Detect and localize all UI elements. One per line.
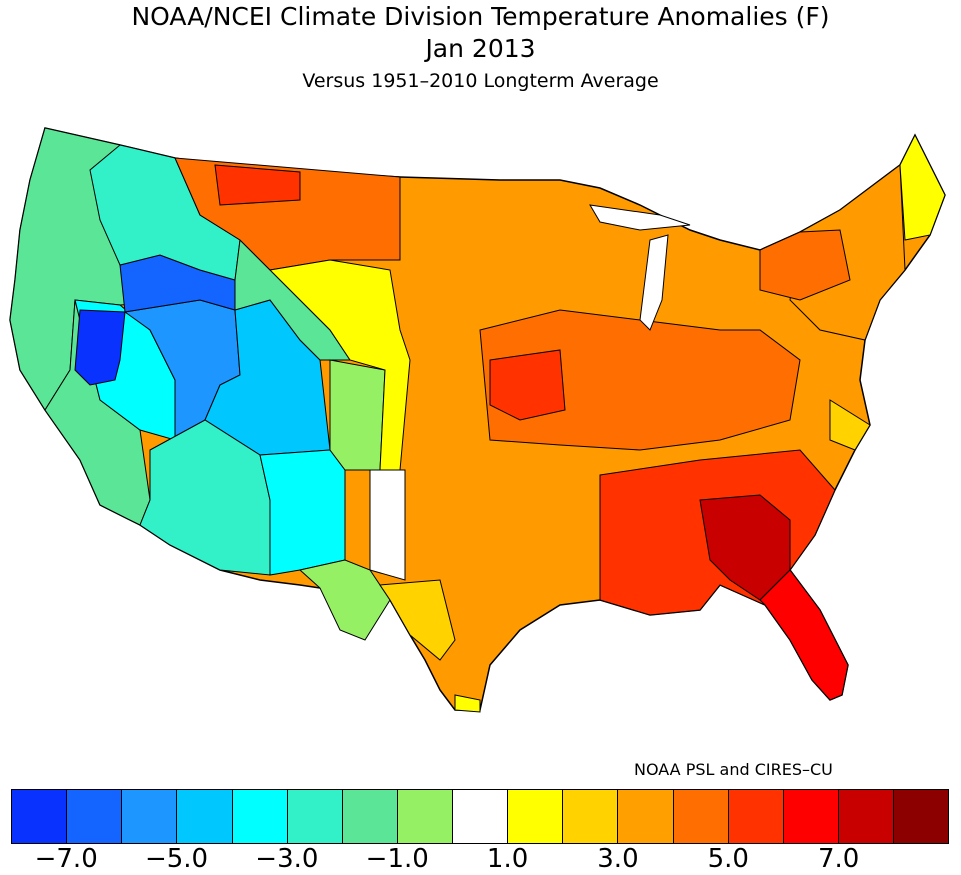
colorbar-swatch: [673, 790, 729, 843]
new-mexico-region: [259, 449, 346, 576]
florida-region: [759, 569, 849, 701]
new-mexico-east-region: [329, 359, 386, 471]
colorbar-swatch: [12, 790, 68, 843]
lake-superior: [589, 204, 691, 231]
montana-west-region: [214, 164, 301, 206]
texas-coast-region: [379, 579, 456, 661]
colorbar-tick-label: −1.0: [365, 844, 429, 874]
colorbar: [11, 789, 949, 844]
colorbar-tick-label: −3.0: [255, 844, 319, 874]
colorbar-tick-label: 1.0: [486, 844, 529, 874]
colorbar-swatch: [122, 790, 178, 843]
northeast-region: [789, 164, 906, 341]
arizona-region: [139, 419, 271, 576]
colorbar-swatch: [728, 790, 784, 843]
virginia-coast-region: [829, 399, 871, 451]
colorbar-swatch: [177, 790, 233, 843]
colorbar-swatch: [508, 790, 564, 843]
new-york-region: [759, 229, 851, 301]
texas-south-tip-region: [454, 694, 481, 713]
colorbar-swatch: [618, 790, 674, 843]
colorbar-swatch: [397, 790, 453, 843]
lake-michigan: [639, 234, 669, 331]
colorbar-tick-label: −5.0: [144, 844, 209, 874]
maine-region: [899, 133, 946, 241]
west-texas-region: [298, 559, 391, 641]
central-plains-yellow-region: [268, 259, 411, 471]
colorbar-swatch: [783, 790, 839, 843]
midwest-region: [479, 309, 801, 451]
colorbar-tick-label: 5.0: [707, 844, 749, 874]
colorbar-swatch: [287, 790, 343, 843]
colorbar-tick-label: 7.0: [817, 844, 860, 874]
credit-text: NOAA PSL and CIRES–CU: [634, 760, 833, 779]
colorbar-swatch: [453, 790, 509, 843]
map-title: NOAA/NCEI Climate Division Temperature A…: [131, 2, 830, 31]
colorbar-swatch: [342, 790, 398, 843]
missouri-red-region: [489, 349, 566, 421]
map-subtitle: Versus 1951–2010 Longterm Average: [302, 70, 659, 92]
no-data-region: [369, 469, 406, 581]
colorbar-tick-label: 3.0: [597, 844, 639, 874]
colorbar-swatch: [232, 790, 288, 843]
map-date: Jan 2013: [425, 34, 536, 63]
colorbar-swatch: [67, 790, 123, 843]
colorbar-tick-label: −7.0: [34, 844, 98, 874]
us-climate-division-map: [9, 127, 946, 713]
colorbar-swatch: [838, 790, 894, 843]
colorbar-swatch: [894, 790, 949, 843]
colorbar-swatch: [563, 790, 619, 843]
